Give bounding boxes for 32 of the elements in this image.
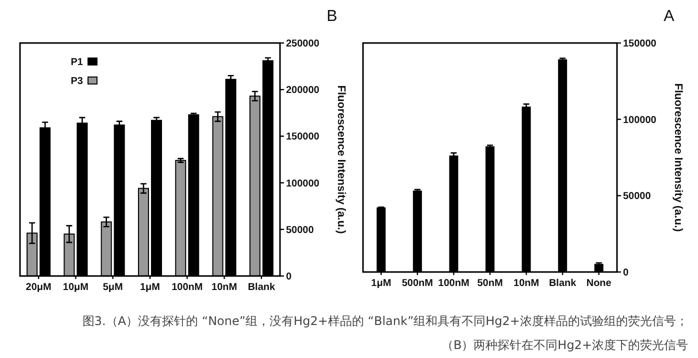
x-tick-label: 1μM xyxy=(140,282,160,293)
x-tick-label: 1μM xyxy=(371,278,392,289)
legend-label: P1 xyxy=(70,57,84,68)
caption: 图3.（A）没有探针的 “None”组，没有Hg2+样品的 “Blank”组和具有不同Hg2+浓度样品的试验组的荧光信号； xyxy=(82,314,688,328)
y-tick-label: 100000 xyxy=(623,114,657,126)
x-tick-label: None xyxy=(586,278,612,289)
y-tick-label: 0 xyxy=(623,268,629,278)
y-tick-label: 150000 xyxy=(286,132,320,143)
text: （B）两种探针在不同Hg2+浓度下的荧光信号 xyxy=(441,338,688,352)
y-tick-label: 200000 xyxy=(286,85,320,96)
y-tick-label: 0 xyxy=(286,272,292,282)
y-axis-title: Fluorescence Intensity (a.u.) xyxy=(672,83,684,232)
x-tick-label: 10μM xyxy=(62,282,89,293)
y-tick-label: 50000 xyxy=(623,191,652,202)
x-tick-label: 100nM xyxy=(438,278,470,289)
x-tick-label: 20μM xyxy=(26,282,52,293)
y-tick-label: 100000 xyxy=(286,178,320,190)
x-tick-label: 10nM xyxy=(514,278,540,289)
x-tick-label: Blank xyxy=(548,278,577,289)
legend-label: P3 xyxy=(70,76,84,87)
y-tick-label: 50000 xyxy=(286,224,314,236)
x-tick-label: 100nM xyxy=(172,282,203,293)
text: A xyxy=(664,8,675,25)
y-tick-label: 150000 xyxy=(623,38,657,50)
x-tick-label: 10nM xyxy=(212,282,238,293)
y-tick-label: 250000 xyxy=(286,38,320,50)
text: B xyxy=(326,8,338,25)
x-tick-label: 500nM xyxy=(402,278,433,289)
y-axis-title: Fluorescence Intensity (a.u.) xyxy=(335,85,347,234)
x-tick-label: 5μM xyxy=(102,282,123,293)
x-tick-label: 50nM xyxy=(477,278,503,289)
x-tick-label: Blank xyxy=(248,282,276,293)
